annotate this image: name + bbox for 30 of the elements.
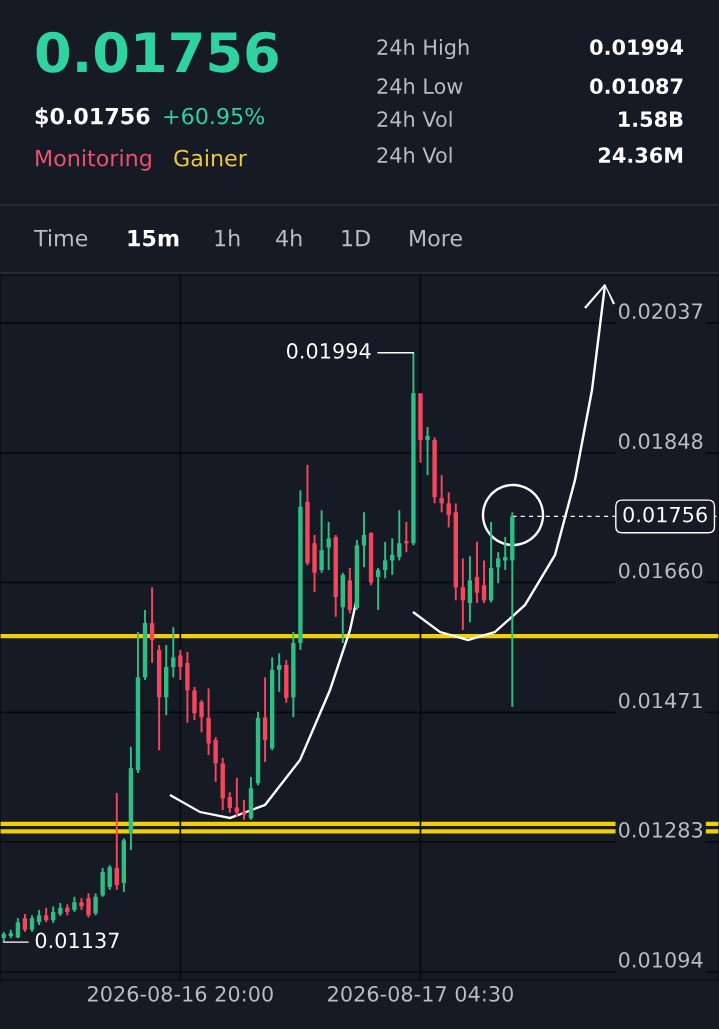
annotation: 0.01994 bbox=[286, 343, 371, 359]
annotation: 0.01137 bbox=[35, 932, 119, 949]
text: 24h Vol bbox=[377, 110, 452, 128]
text: 1h bbox=[215, 229, 240, 247]
y-tick-label: 0.01283 bbox=[618, 821, 703, 838]
text: 24h Low bbox=[377, 77, 463, 95]
text: 24h Vol bbox=[377, 146, 452, 164]
y-tick-label: 0.01660 bbox=[618, 562, 703, 579]
text: 0.01994 bbox=[590, 39, 684, 56]
y-tick-label: 0.02037 bbox=[618, 303, 702, 320]
ref-line-label: 0.01756 bbox=[623, 506, 707, 523]
x-tick-label: 2026-08-16 20:00 bbox=[88, 985, 273, 1002]
y-tick-label: 0.01094 bbox=[618, 951, 703, 968]
x-tick-label: 2026-08-17 04:30 bbox=[328, 985, 513, 1002]
text: Time bbox=[33, 229, 88, 247]
chart-subtitle: $0.01756 bbox=[35, 107, 150, 128]
text: 24.36M bbox=[599, 147, 683, 164]
text: 4h bbox=[276, 229, 302, 247]
y-tick-label: 0.01848 bbox=[618, 433, 703, 450]
text: Monitoring bbox=[36, 149, 151, 171]
text: More bbox=[410, 229, 462, 247]
text: 1.58B bbox=[619, 111, 683, 128]
text: 1D bbox=[342, 229, 370, 247]
text: +60.95% bbox=[164, 107, 265, 125]
text: 24h High bbox=[377, 38, 469, 60]
text: 0.01087 bbox=[590, 78, 683, 95]
y-tick-label: 0.01471 bbox=[618, 692, 702, 709]
text: 15m bbox=[128, 229, 179, 247]
chart-title: 0.01756 bbox=[36, 31, 278, 73]
text: Gainer bbox=[174, 149, 247, 167]
